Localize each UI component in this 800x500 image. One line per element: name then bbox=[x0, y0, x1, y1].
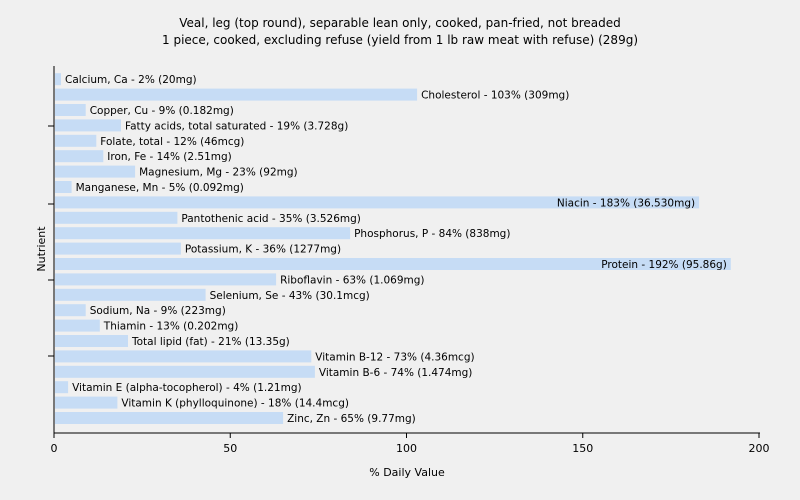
bar-label-19: Vitamin B-6 - 74% (1.474mg) bbox=[319, 367, 473, 379]
bar-2 bbox=[55, 104, 86, 116]
bar-12 bbox=[55, 258, 731, 270]
bar-label-5: Iron, Fe - 14% (2.51mg) bbox=[107, 151, 231, 163]
bar-label-7: Manganese, Mn - 5% (0.092mg) bbox=[76, 182, 244, 194]
bar-19 bbox=[55, 365, 315, 378]
x-axis-label: % Daily Value bbox=[369, 466, 445, 479]
bar-label-12: Protein - 192% (95.86g) bbox=[601, 259, 727, 271]
bar-21 bbox=[55, 396, 118, 409]
bar-20 bbox=[55, 381, 69, 394]
bar-label-9: Pantothenic acid - 35% (3.526mg) bbox=[181, 213, 360, 225]
bar-17 bbox=[55, 335, 128, 347]
bar-label-6: Magnesium, Mg - 23% (92mg) bbox=[139, 167, 298, 179]
bar-label-11: Potassium, K - 36% (1277mg) bbox=[185, 244, 341, 256]
bar-label-8: Niacin - 183% (36.530mg) bbox=[557, 197, 695, 209]
bar-9 bbox=[55, 211, 178, 224]
bar-6 bbox=[55, 165, 136, 178]
bar-label-22: Zinc, Zn - 65% (9.77mg) bbox=[287, 413, 416, 425]
bar-14 bbox=[55, 288, 206, 301]
bar-5 bbox=[55, 150, 104, 163]
bar-label-1: Cholesterol - 103% (309mg) bbox=[421, 90, 569, 102]
bar-label-16: Thiamin - 13% (0.202mg) bbox=[103, 321, 239, 333]
bar-label-4: Folate, total - 12% (46mcg) bbox=[100, 136, 244, 148]
chart-title: Veal, leg (top round), separable lean on… bbox=[179, 16, 621, 30]
bar-7 bbox=[55, 181, 72, 193]
bar-label-18: Vitamin B-12 - 73% (4.36mcg) bbox=[315, 351, 474, 363]
bar-label-3: Fatty acids, total saturated - 19% (3.72… bbox=[125, 120, 348, 132]
bar-16 bbox=[55, 319, 100, 332]
bar-label-21: Vitamin K (phylloquinone) - 18% (14.4mcg… bbox=[121, 398, 349, 410]
bar-label-20: Vitamin E (alpha-tocopherol) - 4% (1.21m… bbox=[72, 382, 302, 394]
bars-group: Calcium, Ca - 2% (20mg) Cholesterol - 103… bbox=[55, 73, 731, 425]
bar-15 bbox=[55, 304, 86, 317]
bar-22 bbox=[55, 412, 284, 424]
bar-label-17: Total lipid (fat) - 21% (13.35g) bbox=[131, 336, 290, 348]
x-tick-label-3: 150 bbox=[572, 442, 593, 455]
bar-0 bbox=[55, 73, 61, 86]
chart-subtitle: 1 piece, cooked, excluding refuse (yield… bbox=[162, 33, 638, 47]
x-tick-label-4: 200 bbox=[749, 442, 770, 455]
bar-label-10: Phosphorus, P - 84% (838mg) bbox=[354, 228, 510, 240]
x-tick-label-0: 0 bbox=[51, 442, 58, 455]
bar-11 bbox=[55, 242, 181, 255]
y-axis-label: Nutrient bbox=[35, 226, 48, 272]
bar-3 bbox=[55, 119, 121, 132]
bar-label-15: Sodium, Na - 9% (223mg) bbox=[90, 305, 226, 317]
bar-label-14: Selenium, Se - 43% (30.1mcg) bbox=[210, 290, 370, 302]
bar-label-2: Copper, Cu - 9% (0.182mg) bbox=[90, 105, 234, 117]
bar-8 bbox=[55, 196, 700, 209]
x-tick-label-2: 100 bbox=[396, 442, 417, 455]
bar-13 bbox=[55, 273, 277, 286]
bar-1 bbox=[55, 88, 418, 101]
x-ticks-group: 0 50 100 150 200 bbox=[48, 125, 770, 455]
bar-label-0: Calcium, Ca - 2% (20mg) bbox=[65, 74, 197, 86]
bar-label-13: Riboflavin - 63% (1.069mg) bbox=[280, 274, 424, 286]
bar-18 bbox=[55, 350, 312, 363]
bar-10 bbox=[55, 227, 351, 240]
x-tick-label-1: 50 bbox=[223, 442, 237, 455]
bar-4 bbox=[55, 134, 97, 147]
